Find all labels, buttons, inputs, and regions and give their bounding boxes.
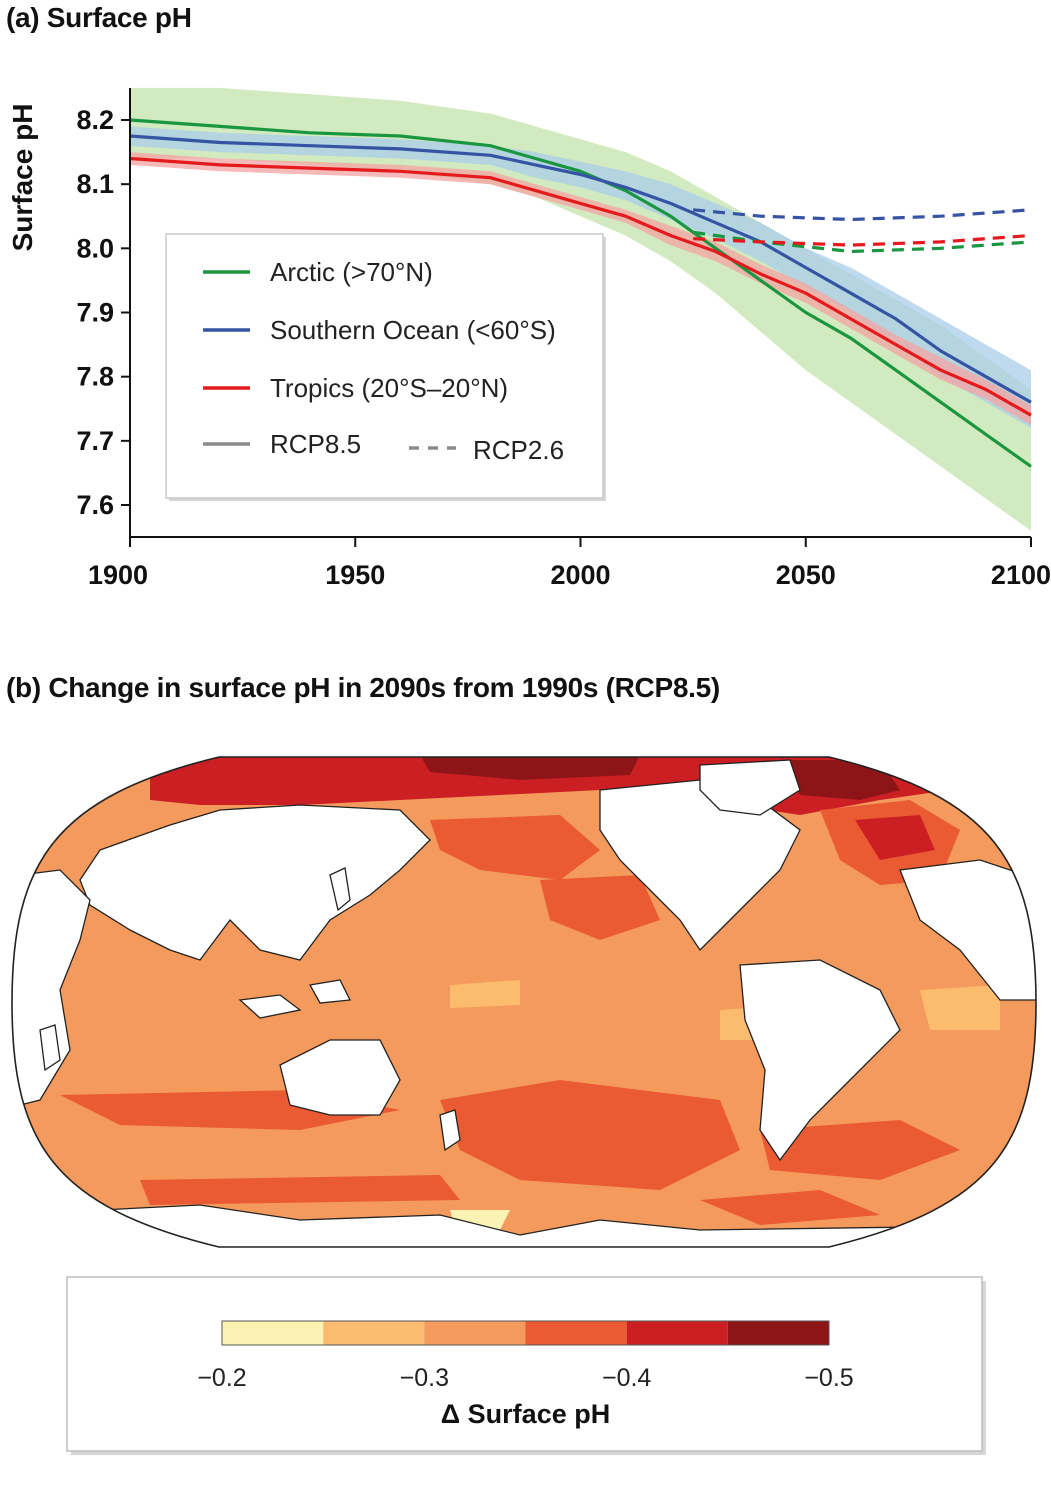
legend-label-rcp85: RCP8.5 [270, 429, 361, 459]
y-tick-label: 7.9 [76, 298, 114, 328]
arctic-core-east [780, 760, 900, 800]
land-asia [79, 804, 431, 961]
map-outline [11, 756, 1037, 1248]
north-pacific-patch [430, 815, 600, 880]
colorbar: −0.2 −0.3 −0.4 −0.5 Δ Surface pH [66, 1276, 986, 1455]
land-greenland [699, 759, 801, 816]
y-tick-label: 8.0 [76, 233, 114, 263]
colorbar-tick-label: −0.3 [400, 1364, 449, 1392]
series-lines [129, 118, 1032, 468]
legend-label: Southern Ocean (<60°S) [270, 315, 556, 345]
rcp26-line-5 [693, 233, 1032, 247]
band-2 [130, 152, 1031, 425]
rcp26-line-3 [692, 230, 1032, 254]
colorbar-bin [323, 1321, 425, 1345]
y-tick-label: 7.7 [76, 426, 114, 456]
legend-label-rcp26: RCP2.6 [473, 435, 564, 465]
x-tick-label: 2050 [776, 560, 836, 590]
land-madagascar [39, 1024, 61, 1072]
y-tick-label: 7.8 [76, 362, 114, 392]
land-new-zealand [439, 1109, 461, 1152]
south-pacific-band [440, 1080, 740, 1190]
southern-ocean-band-2 [700, 1190, 880, 1225]
y-axis-title: Surface pH [7, 104, 38, 252]
colorbar-bin [525, 1321, 627, 1345]
panel-b-title: (b) Change in surface pH in 2090s from 1… [6, 672, 720, 703]
axes: 7.6 7.7 7.8 7.9 8.0 8.1 8.2 1900 1950 2000 2050 210… [7, 88, 1051, 590]
land-japan [329, 867, 351, 912]
surface-ph-line-chart: 7.6 7.7 7.8 7.9 8.0 8.1 8.2 1900 1950 2000 2050 210… [7, 87, 1051, 590]
land-africa-west [12, 869, 91, 1111]
x-tick-label: 2100 [991, 560, 1051, 590]
southern-ocean-band [140, 1175, 460, 1205]
ocean-field [12, 757, 1036, 1247]
legend-box [165, 233, 604, 499]
land-africa-east [899, 859, 1036, 1001]
rcp85-line-2 [129, 156, 1032, 417]
colorbar-panel [66, 1276, 983, 1452]
rcp26-line-4 [692, 208, 1032, 222]
equatorial-light-atl [920, 985, 1000, 1030]
rcp85-line-1 [129, 134, 1032, 404]
colorbar-tick-label: −0.5 [804, 1364, 853, 1392]
land-borneo [308, 979, 352, 1004]
y-tick-label: 8.2 [76, 105, 114, 135]
colorbar-bin [727, 1321, 829, 1345]
y-tick-label: 8.1 [76, 169, 114, 199]
legend-label: Arctic (>70°N) [270, 257, 433, 287]
colorbar-bin [626, 1321, 728, 1345]
land-south-america [739, 959, 901, 1162]
equatorial-light [450, 980, 520, 1008]
north-atlantic-core [855, 815, 935, 860]
colorbar-title: Δ Surface pH [441, 1399, 610, 1429]
rcp85-line-0 [129, 118, 1032, 468]
colorbar-bin [222, 1321, 324, 1345]
arctic-core [420, 757, 640, 780]
world-map [11, 756, 1037, 1248]
south-atlantic-band [760, 1120, 960, 1180]
band-1 [130, 126, 1031, 429]
uncertainty-bands [130, 87, 1031, 531]
y-tick-label: 7.6 [76, 490, 114, 520]
colorbar-bin [424, 1321, 526, 1345]
x-tick-label: 1950 [325, 560, 385, 590]
land-australia [279, 1039, 401, 1116]
x-tick-label: 1900 [88, 560, 148, 590]
legend-label: Tropics (20°S–20°N) [270, 373, 508, 403]
panel-a-title: (a) Surface pH [6, 2, 192, 33]
north-pacific-patch-2 [540, 875, 660, 940]
x-tick-label: 2000 [550, 560, 610, 590]
colorbar-border [221, 1320, 830, 1346]
land-indonesia [238, 994, 302, 1019]
colorbar-tick-label: −0.4 [602, 1364, 651, 1392]
legend: Arctic (>70°N) Southern Ocean (<60°S) Trop… [165, 233, 606, 501]
colorbar-tick-label: −0.2 [197, 1364, 246, 1392]
